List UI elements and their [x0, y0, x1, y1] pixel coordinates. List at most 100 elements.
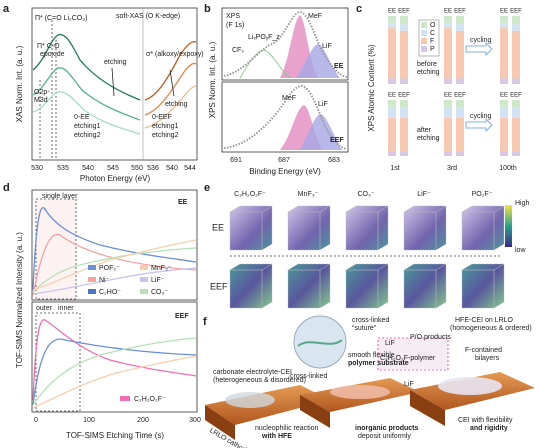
axes — [31, 189, 198, 301]
bar-segment — [500, 22, 508, 29]
bar-segment — [500, 106, 508, 118]
axes — [221, 7, 349, 81]
annotation: outer — [36, 305, 53, 312]
legend-text: etching2 — [152, 132, 179, 139]
caption: nucleophilic reaction — [255, 425, 319, 432]
group-label: 3rd — [447, 165, 457, 172]
bar-label: EE — [388, 93, 396, 99]
legend-text: etching2 — [74, 132, 101, 139]
bar-segment — [400, 151, 408, 156]
title: XPS — [226, 13, 240, 20]
legend-text: MnF₃⁻ — [151, 265, 172, 272]
bar-segment — [512, 30, 520, 79]
curve — [144, 40, 197, 101]
y-axis-label: XAS Norm. Int. (a. u.) — [15, 45, 24, 122]
cube — [461, 205, 505, 251]
row-label: EEF — [210, 281, 228, 291]
legend-swatch — [140, 289, 148, 294]
panel-label: b — [204, 3, 211, 15]
bar-segment — [444, 100, 452, 107]
x-tick-label: 544 — [184, 165, 196, 172]
legend-swatch — [140, 277, 148, 282]
curve — [32, 355, 197, 409]
peak-label: CF₂ — [232, 47, 244, 54]
legend-text: POF₂⁻ — [99, 265, 120, 272]
bar-segment — [388, 151, 396, 156]
bar-segment — [444, 151, 452, 156]
panel-a: a Π* (C=O Li₂CO₃) Π* C-O epoxide O2p- M3… — [3, 3, 204, 183]
legend-swatch — [421, 46, 427, 52]
bar-label: EEF — [510, 9, 522, 15]
chain — [297, 339, 343, 347]
bar-segment — [400, 78, 408, 84]
legend-swatch — [120, 396, 130, 401]
annotation: epoxide — [40, 51, 65, 58]
axes — [31, 301, 198, 413]
bar-segment — [456, 30, 464, 79]
curve — [223, 84, 348, 150]
curve — [32, 338, 197, 406]
bar-label: EEF — [454, 9, 466, 15]
bar-segment — [400, 107, 408, 118]
group-label: 1st — [390, 165, 399, 172]
annotation: Π* (C=O Li₂CO₃) — [35, 15, 87, 22]
bar-segment — [388, 106, 396, 118]
legend-swatch — [421, 30, 427, 36]
legend-text: 0-EEF — [152, 114, 172, 121]
bar-segment — [400, 16, 408, 25]
dashed-box — [35, 312, 81, 412]
panel-label: a — [3, 3, 10, 15]
panel-tag: EE — [334, 63, 344, 70]
caption: CEI with flexibility — [458, 417, 513, 424]
curve — [32, 319, 197, 401]
dashed-box — [35, 198, 77, 300]
bar-segment — [512, 100, 520, 108]
bar-segment — [456, 107, 464, 118]
row-label: EE — [212, 222, 224, 232]
legend-text: C — [430, 30, 435, 37]
x-tick-label: 687 — [278, 157, 290, 164]
bar-segment — [388, 78, 396, 84]
panel-tag: EE — [178, 199, 188, 206]
peak-label: LiF — [322, 43, 332, 50]
panel-tag: EEF — [330, 137, 344, 144]
x-tick-label: 545 — [107, 165, 119, 172]
caption: smooth flexible — [348, 352, 395, 359]
caption: carbonate electrolyte-CEI — [213, 369, 292, 376]
bar-segment — [456, 117, 464, 152]
legend-swatch — [421, 38, 427, 44]
caption: cross-linked — [352, 317, 389, 324]
colorbar-label: low — [515, 247, 526, 254]
bar-label: EE — [500, 9, 508, 15]
peak-label: LiₓPOᵧF_z — [248, 34, 280, 41]
bar-segment — [500, 117, 508, 152]
panel-f: f cross-linked “suture” HFE-CEI on LRLO … — [203, 315, 535, 448]
caption: with HFE — [261, 433, 292, 440]
annotation: etching — [417, 135, 440, 142]
legend-text: etching1 — [74, 123, 101, 130]
legend-swatch — [88, 277, 96, 282]
bar-segment — [388, 117, 396, 152]
y-axis-label: XPS Norm. Int. (a. u.) — [208, 41, 217, 118]
annotation: after — [417, 127, 432, 134]
bar-label: EE — [388, 9, 396, 15]
axes — [31, 7, 198, 161]
bar-segment — [456, 24, 464, 31]
colorbar — [505, 205, 512, 247]
legend-text: Ni⁻ — [99, 277, 110, 284]
caption: inorganic products — [355, 425, 419, 432]
species-label: C₂H₂O₂F⁻ — [234, 191, 266, 198]
caption: HFE-CEI on LRLO — [455, 317, 514, 324]
x-tick-label: 550 — [131, 165, 143, 172]
x-tick-label: 300 — [189, 417, 201, 424]
legend-box — [418, 19, 440, 57]
bar-segment — [388, 22, 396, 29]
arrow — [465, 117, 493, 133]
annotation: before — [417, 61, 437, 68]
x-tick-label: 0 — [34, 417, 38, 424]
slab — [410, 390, 445, 426]
cube — [345, 205, 389, 251]
bar-segment — [444, 16, 452, 23]
species-label: CO₃⁻ — [357, 191, 374, 198]
